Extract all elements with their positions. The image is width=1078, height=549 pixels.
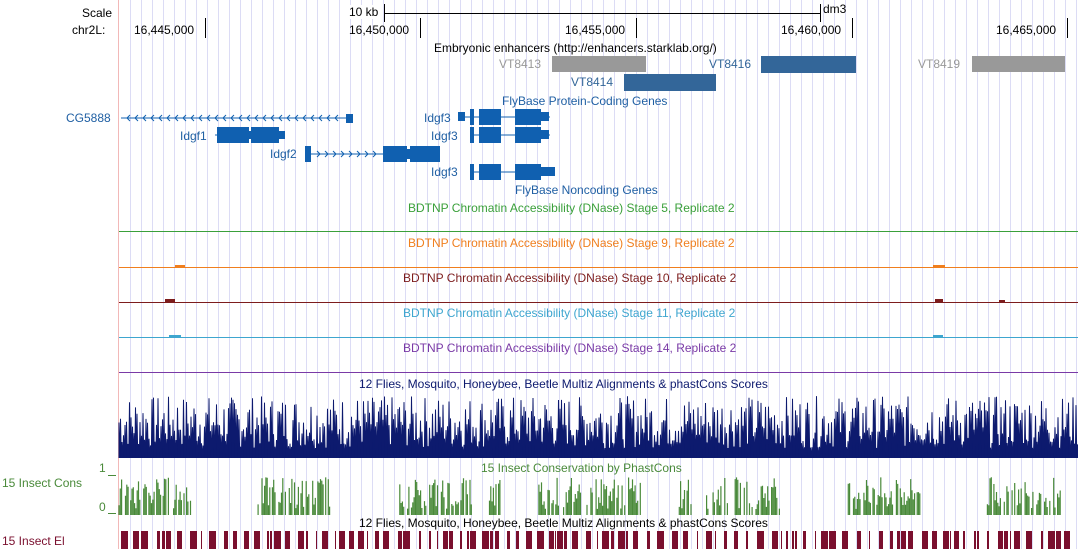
gene-label-idgf3[interactable]: Idgf3	[431, 129, 458, 143]
flybase-noncoding-track-title[interactable]: FlyBase Noncoding Genes	[515, 183, 658, 197]
position-tick-label: 16,460,000	[781, 23, 842, 37]
enhancer-label[interactable]: VT8416	[709, 57, 752, 71]
insect-el-elements[interactable]	[119, 531, 1078, 549]
enhancer-feature[interactable]	[761, 56, 856, 73]
dnase-stage11-peaks	[169, 335, 943, 337]
dnase-stage9-signal[interactable]	[119, 267, 1078, 268]
insect-el-side-label[interactable]: 15 Insect El	[2, 534, 65, 548]
enhancer-feature[interactable]	[972, 56, 1065, 72]
chrom-label: chr2L:	[72, 23, 106, 37]
insect-cons-track-title[interactable]: 15 Insect Conservation by PhastCons	[481, 461, 682, 475]
left-label-pane	[0, 0, 118, 549]
enhancer-feature[interactable]	[624, 74, 716, 91]
dnase-stage11-signal[interactable]	[119, 337, 1078, 338]
gene-label-idgf3-noncoding[interactable]: Idgf3	[431, 165, 458, 179]
dnase-stage9-peaks	[175, 265, 945, 267]
dnase-stage5-signal[interactable]	[119, 231, 1078, 232]
dnase-stage14-signal[interactable]	[119, 372, 1078, 373]
dnase-stage14-title[interactable]: BDTNP Chromatin Accessibility (DNase) St…	[403, 341, 737, 355]
scale-bar-label: 10 kb	[349, 5, 379, 19]
insect-cons-side-label[interactable]: 15 Insect Cons	[2, 476, 83, 490]
gene-label-idgf1[interactable]: Idgf1	[180, 129, 207, 143]
position-tick-label: 16,465,000	[996, 23, 1057, 37]
scale-label: Scale	[82, 6, 113, 20]
enhancer-label[interactable]: VT8414	[571, 75, 614, 89]
dnase-stage9-title[interactable]: BDTNP Chromatin Accessibility (DNase) St…	[408, 236, 735, 250]
assembly-label: dm3	[823, 2, 847, 16]
position-tick-label: 16,455,000	[565, 23, 626, 37]
insect-cons-axis-max: 1	[99, 461, 106, 475]
position-tick-label: 16,445,000	[134, 23, 195, 37]
enhancer-label[interactable]: VT8413	[499, 57, 542, 71]
dnase-stage11-title[interactable]: BDTNP Chromatin Accessibility (DNase) St…	[403, 306, 736, 320]
dnase-stage10-peaks	[165, 299, 1005, 302]
guideline	[118, 0, 119, 549]
gene-label-cg5888[interactable]: CG5888	[66, 111, 111, 125]
insect-el-track-title[interactable]: 12 Flies, Mosquito, Honeybee, Beetle Mul…	[359, 516, 768, 530]
multiz-conservation-wiggle[interactable]	[118, 394, 1078, 459]
insect-cons-wiggle[interactable]	[118, 475, 1078, 515]
dnase-stage5-title[interactable]: BDTNP Chromatin Accessibility (DNase) St…	[408, 201, 735, 215]
gene-label-idgf3[interactable]: Idgf3	[424, 111, 451, 125]
insect-cons-axis-min: 0	[99, 500, 106, 514]
position-tick-label: 16,450,000	[349, 23, 410, 37]
enhancer-feature[interactable]	[552, 56, 646, 72]
multiz-track-title[interactable]: 12 Flies, Mosquito, Honeybee, Beetle Mul…	[359, 377, 768, 391]
enhancer-label[interactable]: VT8419	[918, 57, 961, 71]
dnase-stage10-title[interactable]: BDTNP Chromatin Accessibility (DNase) St…	[403, 271, 737, 285]
enhancers-track-title[interactable]: Embryonic enhancers (http://enhancers.st…	[434, 41, 717, 55]
dnase-stage10-signal[interactable]	[119, 302, 1078, 303]
flybase-coding-track-title[interactable]: FlyBase Protein-Coding Genes	[502, 94, 668, 108]
gene-label-idgf2[interactable]: Idgf2	[270, 147, 297, 161]
